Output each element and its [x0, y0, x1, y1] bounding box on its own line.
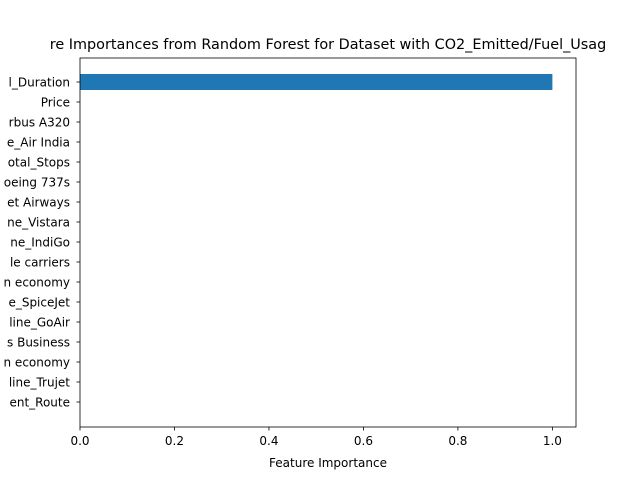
- y-tick-label-13: s Business: [7, 336, 70, 350]
- y-tick-label-3: e_Air India: [7, 136, 70, 150]
- chart-title: re Importances from Random Forest for Da…: [50, 37, 607, 53]
- plot-frame: [79, 57, 577, 428]
- x-tick-label-2: 0.4: [259, 434, 278, 448]
- y-axis-ticks: l_Duration Price rbus A320 e_Air India otal_…: [4, 76, 80, 410]
- x-axis-label: Feature Importance: [269, 456, 387, 470]
- y-tick-label-0: l_Duration: [9, 76, 70, 90]
- y-tick-label-9: le carriers: [10, 256, 70, 270]
- bar-0: [80, 74, 553, 90]
- x-tick-label-0: 0.0: [70, 434, 89, 448]
- x-tick-label-5: 1.0: [543, 434, 562, 448]
- y-tick-label-5: oeing 737s: [4, 176, 70, 190]
- y-tick-label-2: rbus A320: [9, 116, 70, 130]
- y-tick-label-16: ent_Route: [9, 396, 70, 410]
- y-tick-label-6: et Airways: [7, 196, 70, 210]
- x-tick-label-4: 0.8: [448, 434, 467, 448]
- x-axis-ticks: 0.0 0.2 0.4 0.6 0.8 1.0: [70, 427, 562, 448]
- y-tick-label-8: ne_IndiGo: [10, 236, 70, 250]
- y-tick-label-14: n economy: [4, 356, 70, 370]
- y-tick-label-1: Price: [41, 96, 70, 110]
- x-tick-label-3: 0.6: [354, 434, 373, 448]
- bars-group: [80, 74, 553, 90]
- y-tick-label-10: n economy: [4, 276, 70, 290]
- y-tick-label-11: e_SpiceJet: [8, 296, 70, 310]
- y-tick-label-4: otal_Stops: [8, 156, 70, 170]
- y-tick-label-12: line_GoAir: [9, 316, 70, 330]
- x-tick-label-1: 0.2: [165, 434, 184, 448]
- y-tick-label-7: ne_Vistara: [7, 216, 70, 230]
- y-tick-label-15: line_Trujet: [9, 376, 70, 390]
